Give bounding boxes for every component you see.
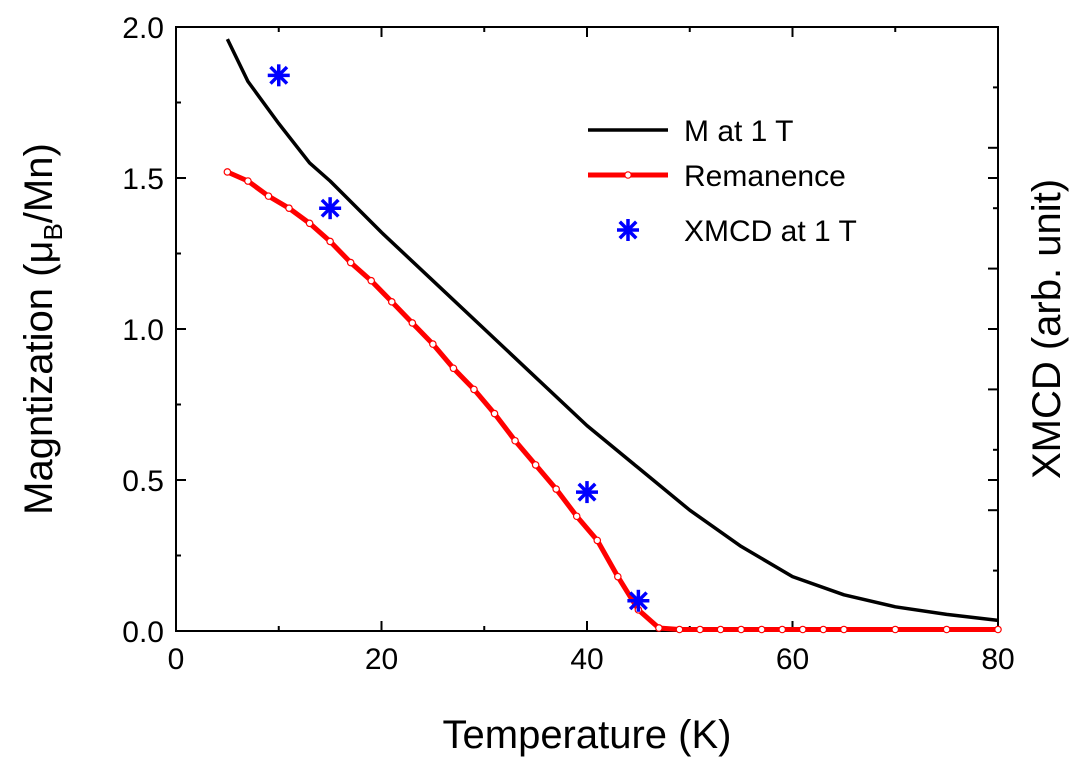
x-tick-label: 60: [776, 643, 809, 676]
y-tick-label: 1.5: [122, 163, 164, 196]
remanence-point: [285, 204, 293, 213]
remanence-point: [326, 237, 334, 246]
series-1: [223, 168, 1002, 634]
xmcd-point: [627, 589, 650, 612]
xmcd-star-stroke: [269, 65, 289, 85]
remanence-point: [819, 625, 828, 634]
y-tick-label: 0.5: [122, 465, 164, 498]
y-axis-title-mu: μ: [17, 241, 61, 264]
remanence-point: [264, 192, 273, 200]
remanence-point: [244, 177, 252, 185]
remanence-point: [737, 625, 745, 634]
xmcd-point: [576, 481, 598, 504]
remanence-point: [716, 625, 725, 634]
remanence-curve-line: [226, 169, 998, 632]
y-tick-label: 1.0: [122, 314, 164, 347]
y-tick-label: 0.0: [122, 616, 164, 649]
remanence-point: [429, 340, 437, 348]
legend-label: M at 1 T: [684, 115, 793, 148]
remanence-point: [223, 168, 232, 176]
remanence-point: [511, 436, 519, 445]
legend-item: Remanence: [588, 160, 846, 193]
series-0: [225, 38, 999, 623]
remanence-point: [552, 485, 560, 493]
y-axis-title-sub: B: [38, 223, 68, 240]
legend-label: XMCD at 1 T: [684, 215, 857, 248]
series-layer: [223, 38, 1002, 634]
remanence-point: [614, 572, 622, 581]
x-tick-label: 20: [365, 643, 398, 676]
xmcd-point: [267, 64, 290, 87]
remanence-point: [655, 624, 663, 632]
x-axis-title: Temperature (K): [443, 713, 732, 757]
legend-item: XMCD at 1 T: [617, 215, 857, 248]
xmcd-star-stroke: [618, 220, 638, 240]
remanence-point: [470, 385, 478, 394]
remanence-point: [696, 625, 704, 634]
xmcd-star-stroke: [320, 198, 340, 218]
remanence-point: [675, 625, 684, 634]
remanence-point: [305, 219, 314, 228]
y-axis-title: Magntization (μB/Mn): [17, 143, 68, 515]
m-curve-line: [225, 38, 999, 623]
axes-group: 0 20 40 60 80 0.0 0.5 1.0 1.5 2.0: [122, 12, 1014, 676]
remanence-point: [572, 512, 581, 521]
legend-swatch-star: [617, 219, 639, 241]
y-axis-title-pre: Magntization (: [17, 263, 61, 515]
series-2: [267, 64, 650, 612]
remanence-point: [531, 461, 540, 469]
remanence-point: [387, 298, 396, 306]
xmcd-point: [319, 197, 342, 220]
y-tick-label: 2.0: [122, 12, 164, 45]
x-tick-label: 80: [981, 643, 1014, 676]
legend-swatch-marker: [624, 171, 632, 179]
remanence-point: [593, 536, 602, 545]
remanence-point: [346, 258, 355, 267]
y-axis-title-post: /Mn): [17, 143, 61, 223]
remanence-point: [490, 409, 499, 418]
remanence-point: [408, 319, 417, 327]
remanence-point: [798, 625, 807, 634]
right-axis-title: XMCD (arb. unit): [1025, 179, 1069, 479]
x-tick-label: 40: [570, 643, 603, 676]
legend-item: M at 1 T: [588, 115, 793, 148]
remanence-point: [994, 625, 1002, 634]
remanence-point: [840, 625, 848, 634]
remanence-point: [367, 276, 376, 285]
xmcd-star-stroke: [628, 591, 648, 611]
legend-label: Remanence: [684, 160, 846, 193]
x-tick-label: 0: [168, 643, 185, 676]
remanence-point: [942, 625, 951, 634]
remanence-point: [891, 625, 900, 634]
legend: M at 1 T Remanence XMCD at 1 T: [588, 115, 857, 248]
remanence-point: [449, 364, 458, 373]
remanence-point: [778, 625, 787, 634]
xmcd-star-stroke: [577, 482, 597, 502]
plot-frame: [175, 26, 999, 632]
remanence-point: [757, 625, 766, 634]
